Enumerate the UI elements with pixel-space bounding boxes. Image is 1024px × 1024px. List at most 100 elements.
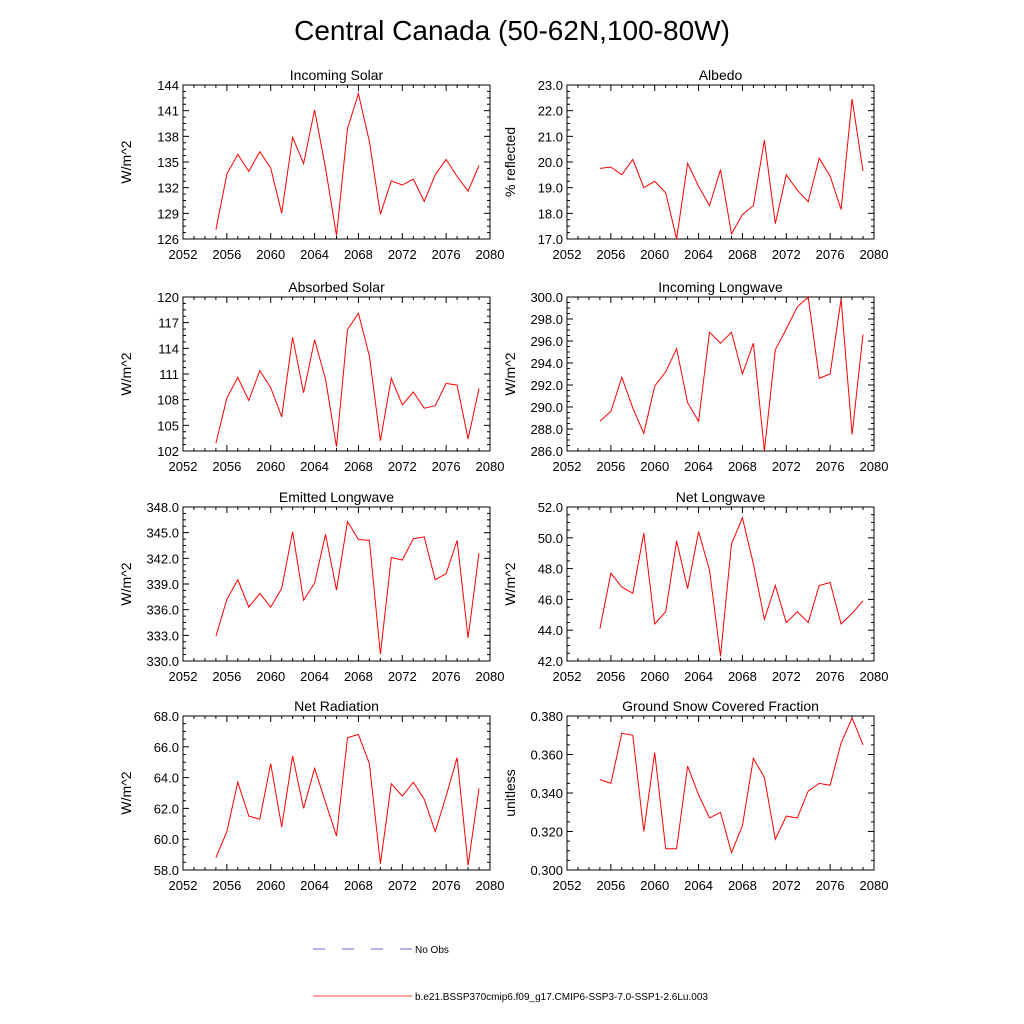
x-tick-label: 2068: [344, 459, 373, 474]
y-tick-label: 117: [158, 316, 179, 331]
y-tick-label: 105: [157, 418, 179, 433]
x-tick-label: 2056: [596, 459, 625, 474]
legend-model-label: b.e21.BSSP370cmip6.f09_g17.CMIP6-SSP3-7.…: [415, 992, 708, 1003]
y-axis-label: W/m^2: [118, 352, 134, 395]
y-tick-label: 42.0: [538, 654, 563, 669]
y-tick-label: 138: [157, 129, 179, 144]
x-tick-label: 2068: [344, 247, 373, 262]
x-tick-label: 2076: [432, 878, 461, 893]
chart-panel: Absorbed Solar W/m^2 2052 2056 2060 2064 2068 2…: [118, 279, 504, 474]
y-tick-label: 290.0: [530, 400, 563, 415]
y-axis-label: W/m^2: [502, 562, 518, 605]
x-tick-label: 2076: [432, 459, 461, 474]
y-tick-label: 126: [157, 232, 179, 247]
y-tick-label: 58.0: [154, 863, 179, 878]
x-tick-label: 2072: [388, 247, 417, 262]
y-tick-label: 19.0: [538, 181, 563, 196]
x-tick-label: 2052: [553, 247, 582, 262]
x-tick-label: 2060: [640, 878, 669, 893]
x-tick-label: 2076: [816, 459, 845, 474]
x-tick-label: 2060: [640, 669, 669, 684]
plot-frame: [182, 506, 491, 662]
plot-frame: [566, 506, 875, 662]
x-tick-label: 2052: [553, 669, 582, 684]
panel-title: Net Longwave: [676, 489, 766, 505]
x-tick-label: 2056: [212, 669, 241, 684]
x-tick-label: 2080: [860, 247, 889, 262]
series-line: [599, 99, 864, 240]
y-tick-label: 333.0: [146, 628, 179, 643]
x-tick-label: 2064: [300, 878, 329, 893]
x-tick-label: 2076: [816, 247, 845, 262]
chart-panel: Emitted Longwave W/m^2 2052 2056 2060 2064 206…: [118, 489, 504, 684]
chart-panel: Net Radiation W/m^2 2052 2056 2060 2064 2068 20…: [118, 698, 504, 893]
x-tick-label: 2052: [169, 669, 198, 684]
y-tick-label: 298.0: [530, 312, 563, 327]
y-tick-label: 129: [157, 206, 179, 221]
x-tick-label: 2072: [772, 459, 801, 474]
series-line: [215, 520, 480, 655]
x-tick-label: 2068: [344, 878, 373, 893]
series-line: [599, 295, 864, 452]
panel-title: Emitted Longwave: [279, 489, 394, 505]
y-tick-label: 132: [157, 181, 179, 196]
y-axis-label: unitless: [502, 769, 518, 816]
y-tick-label: 111: [159, 367, 179, 382]
x-tick-label: 2052: [553, 878, 582, 893]
x-tick-label: 2080: [476, 459, 505, 474]
y-tick-label: 52.0: [538, 500, 563, 515]
series-line: [599, 516, 864, 657]
y-axis-label: W/m^2: [118, 562, 134, 605]
plot-frame: [182, 296, 491, 452]
x-tick-label: 2076: [432, 247, 461, 262]
x-tick-label: 2080: [476, 878, 505, 893]
x-tick-label: 2064: [300, 459, 329, 474]
plot-frame: [566, 296, 875, 452]
x-tick-label: 2060: [256, 459, 285, 474]
x-tick-label: 2052: [169, 878, 198, 893]
y-tick-label: 114: [158, 341, 179, 356]
series-line: [215, 733, 480, 866]
panel-title: Incoming Solar: [290, 67, 384, 83]
plot-frame: [566, 715, 875, 871]
x-tick-label: 2064: [684, 878, 713, 893]
x-tick-label: 2064: [684, 247, 713, 262]
y-tick-label: 0.380: [530, 709, 563, 724]
y-tick-label: 300.0: [530, 290, 563, 305]
y-tick-label: 22.0: [538, 104, 563, 119]
series-line: [215, 91, 480, 236]
plot-frame: [566, 84, 875, 240]
y-tick-label: 141: [157, 104, 179, 119]
x-tick-label: 2068: [728, 669, 757, 684]
x-tick-label: 2072: [772, 669, 801, 684]
y-tick-label: 0.340: [530, 786, 563, 801]
x-tick-label: 2076: [432, 669, 461, 684]
x-tick-label: 2060: [256, 247, 285, 262]
chart-panel: Net Longwave W/m^2 2052 2056 2060 2064 2068 207…: [502, 489, 888, 684]
y-tick-label: 18.0: [538, 206, 563, 221]
x-tick-label: 2056: [212, 459, 241, 474]
y-tick-label: 330.0: [146, 654, 179, 669]
panel-title: Ground Snow Covered Fraction: [622, 698, 819, 714]
y-tick-label: 296.0: [530, 334, 563, 349]
panel-grid: Incoming Solar W/m^2 2052 2056 2060 2064 2068 2…: [118, 67, 888, 893]
x-tick-label: 2056: [212, 247, 241, 262]
x-tick-label: 2052: [169, 459, 198, 474]
y-tick-label: 345.0: [146, 526, 179, 541]
y-tick-label: 17.0: [538, 232, 563, 247]
y-tick-label: 60.0: [154, 832, 179, 847]
y-tick-label: 336.0: [146, 603, 179, 618]
y-tick-label: 64.0: [154, 771, 179, 786]
chart-panel: Albedo % reflected 2052 2056 2060 2064 2068 207…: [502, 67, 888, 262]
x-tick-label: 2060: [640, 459, 669, 474]
x-tick-label: 2068: [728, 459, 757, 474]
y-tick-label: 144: [157, 78, 179, 93]
y-tick-label: 108: [157, 393, 179, 408]
x-tick-label: 2072: [388, 459, 417, 474]
y-tick-label: 0.320: [530, 825, 563, 840]
y-tick-label: 68.0: [154, 709, 179, 724]
panel-title: Incoming Longwave: [658, 279, 783, 295]
y-tick-label: 102: [157, 444, 179, 459]
chart-panel: Incoming Longwave W/m^2 2052 2056 2060 2064 20…: [502, 279, 888, 474]
